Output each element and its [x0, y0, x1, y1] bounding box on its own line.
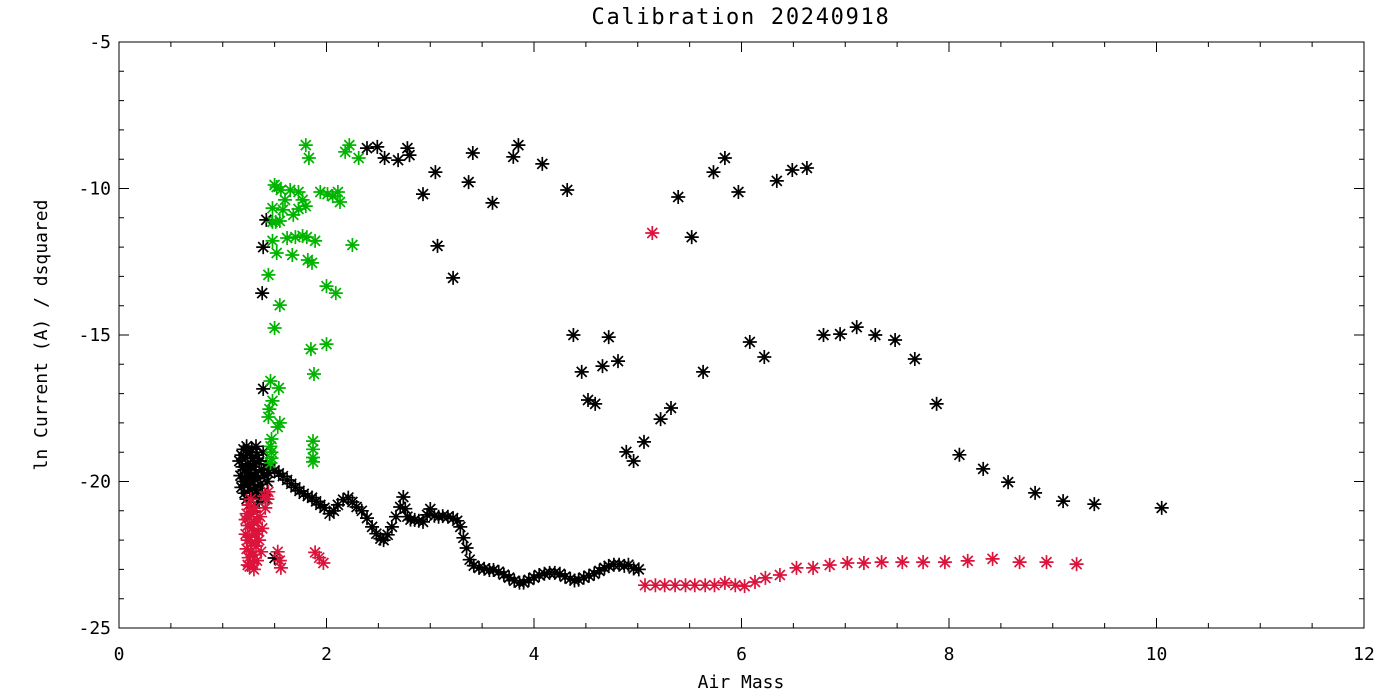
x-tick-label: 10: [1146, 644, 1168, 665]
y-axis-label: ln Current (A) / dsquared: [31, 200, 52, 471]
axis-ticks: [118, 41, 1365, 629]
green-series-markers: [261, 138, 366, 470]
y-tick-label: -5: [89, 32, 111, 53]
x-tick-label: 4: [529, 644, 540, 665]
y-tick-label: -20: [78, 472, 111, 493]
y-tick-label: -25: [78, 618, 111, 639]
x-tick-label: 6: [736, 644, 747, 665]
x-axis-label: Air Mass: [698, 672, 785, 693]
plot-title: Calibration 20240918: [592, 5, 891, 30]
black-series-markers: [232, 138, 1169, 590]
y-tick-label: -15: [78, 325, 111, 346]
axis-tick-labels: 0 2 4 6 8 10 12 -5 -10 -15 -20 -25: [78, 32, 1374, 665]
x-tick-label: 2: [321, 644, 332, 665]
crimson-series-markers: [238, 226, 1084, 594]
plot-frame: [118, 41, 1365, 629]
x-tick-label: 12: [1353, 644, 1375, 665]
x-tick-label: 0: [114, 644, 125, 665]
data-markers: [232, 138, 1169, 594]
y-tick-label: -10: [78, 179, 111, 200]
x-tick-label: 8: [944, 644, 955, 665]
